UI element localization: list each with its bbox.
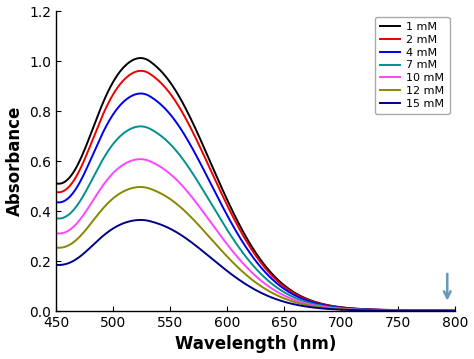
- 4 mM: [247, 251, 253, 256]
- 12 mM: [441, 309, 447, 313]
- 2 mM: [441, 308, 447, 313]
- 2 mM: [247, 245, 253, 250]
- Line: 7 mM: 7 mM: [56, 126, 455, 311]
- 15 mM: [237, 278, 243, 283]
- 10 mM: [237, 257, 243, 262]
- 2 mM: [73, 174, 79, 178]
- 4 mM: [368, 308, 374, 312]
- 12 mM: [237, 267, 243, 271]
- 10 mM: [53, 231, 59, 236]
- 4 mM: [452, 308, 458, 313]
- 10 mM: [368, 308, 374, 312]
- 10 mM: [247, 269, 253, 273]
- 7 mM: [452, 308, 458, 313]
- 10 mM: [137, 157, 143, 161]
- 15 mM: [53, 263, 59, 267]
- 15 mM: [441, 309, 447, 313]
- 7 mM: [368, 308, 374, 312]
- 4 mM: [138, 91, 144, 95]
- Line: 10 mM: 10 mM: [56, 159, 455, 311]
- 4 mM: [441, 308, 447, 313]
- Line: 2 mM: 2 mM: [56, 71, 455, 311]
- 7 mM: [237, 246, 243, 251]
- 4 mM: [441, 308, 447, 313]
- 1 mM: [53, 181, 59, 186]
- 1 mM: [138, 56, 144, 60]
- 7 mM: [441, 308, 447, 313]
- 1 mM: [247, 242, 253, 246]
- Line: 12 mM: 12 mM: [56, 187, 455, 311]
- 4 mM: [73, 186, 79, 190]
- 4 mM: [237, 235, 243, 239]
- 10 mM: [73, 222, 79, 226]
- 15 mM: [137, 218, 143, 222]
- 7 mM: [138, 124, 144, 129]
- 2 mM: [452, 308, 458, 313]
- 15 mM: [73, 257, 79, 261]
- 2 mM: [441, 308, 447, 313]
- 12 mM: [441, 309, 447, 313]
- 12 mM: [137, 185, 143, 189]
- 12 mM: [73, 238, 79, 242]
- 2 mM: [138, 69, 144, 73]
- 12 mM: [53, 245, 59, 250]
- Line: 4 mM: 4 mM: [56, 93, 455, 311]
- 15 mM: [247, 285, 253, 289]
- 12 mM: [368, 308, 374, 312]
- 1 mM: [441, 308, 447, 313]
- 10 mM: [452, 309, 458, 313]
- Legend: 1 mM, 2 mM, 4 mM, 7 mM, 10 mM, 12 mM, 15 mM: 1 mM, 2 mM, 4 mM, 7 mM, 10 mM, 12 mM, 15…: [375, 17, 450, 115]
- Line: 15 mM: 15 mM: [56, 220, 455, 311]
- 1 mM: [73, 165, 79, 169]
- 15 mM: [452, 309, 458, 313]
- 10 mM: [441, 309, 447, 313]
- Y-axis label: Absorbance: Absorbance: [6, 106, 24, 216]
- 1 mM: [237, 223, 243, 228]
- 7 mM: [247, 260, 253, 265]
- 15 mM: [368, 308, 374, 313]
- 7 mM: [73, 204, 79, 209]
- 12 mM: [247, 276, 253, 280]
- 12 mM: [452, 309, 458, 313]
- 2 mM: [237, 228, 243, 232]
- Line: 1 mM: 1 mM: [56, 58, 455, 311]
- 15 mM: [441, 309, 447, 313]
- 7 mM: [53, 216, 59, 220]
- 7 mM: [441, 308, 447, 313]
- 10 mM: [441, 309, 447, 313]
- 2 mM: [53, 190, 59, 194]
- 4 mM: [53, 200, 59, 204]
- 1 mM: [452, 308, 458, 313]
- X-axis label: Wavelength (nm): Wavelength (nm): [175, 335, 336, 354]
- 1 mM: [368, 307, 374, 312]
- 1 mM: [441, 308, 447, 313]
- 2 mM: [368, 307, 374, 312]
